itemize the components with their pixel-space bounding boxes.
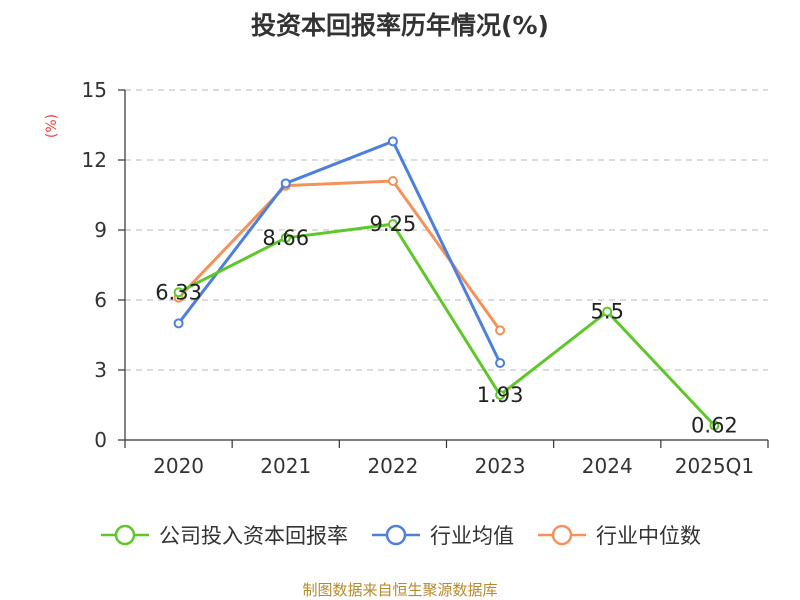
data-label: 9.25 xyxy=(370,212,417,236)
axes: 0 3 6 9 12 15 2020 2021 2022 2023 2024 2025Q1 xyxy=(82,78,769,478)
data-point-industry_median xyxy=(387,176,398,186)
x-tick-label: 2024 xyxy=(582,454,633,478)
legend: 公司投入资本回报率 行业均值 行业中位数 xyxy=(0,520,800,550)
data-point-industry_avg xyxy=(387,136,398,147)
series-line-industry_median xyxy=(177,179,502,332)
data-point-company xyxy=(602,306,613,317)
y-tick-label: 0 xyxy=(94,428,107,452)
data-point-industry_avg xyxy=(495,358,506,368)
y-tick-label: 15 xyxy=(82,78,107,102)
legend-item-industry-median[interactable]: 行业中位数 xyxy=(536,520,701,550)
x-tick-label: 2025Q1 xyxy=(675,454,754,478)
legend-item-company[interactable]: 公司投入资本回报率 xyxy=(99,520,348,550)
data-source-note: 制图数据来自恒生聚源数据库 xyxy=(302,581,498,599)
x-tick-label: 2022 xyxy=(367,454,418,478)
data-point-company xyxy=(280,232,291,243)
data-label: 8.66 xyxy=(262,226,309,250)
data-label: 0.62 xyxy=(691,414,738,438)
legend-label-industry-median: 行业中位数 xyxy=(596,524,701,548)
series-lines xyxy=(173,136,720,431)
data-label: 5.5 xyxy=(591,300,624,324)
legend-label-industry-avg: 行业均值 xyxy=(430,524,514,548)
legend-line-circle-icon xyxy=(372,524,420,546)
data-labels: 6.33 8.66 9.25 1.93 5.5 0.62 xyxy=(155,212,738,437)
data-point-company xyxy=(709,420,720,431)
data-point-industry_median xyxy=(495,325,506,336)
legend-item-industry-avg[interactable]: 行业均值 xyxy=(370,520,514,550)
legend-line-circle-icon xyxy=(101,524,149,546)
data-label: 1.93 xyxy=(477,383,524,407)
y-tick-label: 12 xyxy=(82,148,107,172)
data-point-industry_avg xyxy=(280,178,291,189)
data-label: 6.33 xyxy=(155,280,202,304)
series-line-company xyxy=(177,222,716,427)
line-chart: 0 3 6 9 12 15 2020 2021 2022 2023 2024 2025Q1 6.33 8… xyxy=(82,78,769,478)
x-tick-label: 2021 xyxy=(260,454,311,478)
y-tick-label: 6 xyxy=(94,288,107,312)
series-line-industry_avg xyxy=(177,139,502,364)
y-tick-label: 3 xyxy=(94,358,107,382)
data-point-company xyxy=(173,287,184,298)
data-point-company xyxy=(495,389,506,400)
grid-lines xyxy=(125,89,768,371)
data-point-industry_avg xyxy=(173,318,184,329)
legend-line-circle-icon xyxy=(538,524,586,546)
legend-label-company: 公司投入资本回报率 xyxy=(159,524,348,548)
y-tick-label: 9 xyxy=(94,218,107,242)
x-tick-label: 2023 xyxy=(475,454,526,478)
chart-title: 投资本回报率历年情况(%) xyxy=(251,11,549,40)
x-tick-label: 2020 xyxy=(153,454,204,478)
data-point-company xyxy=(387,219,398,230)
